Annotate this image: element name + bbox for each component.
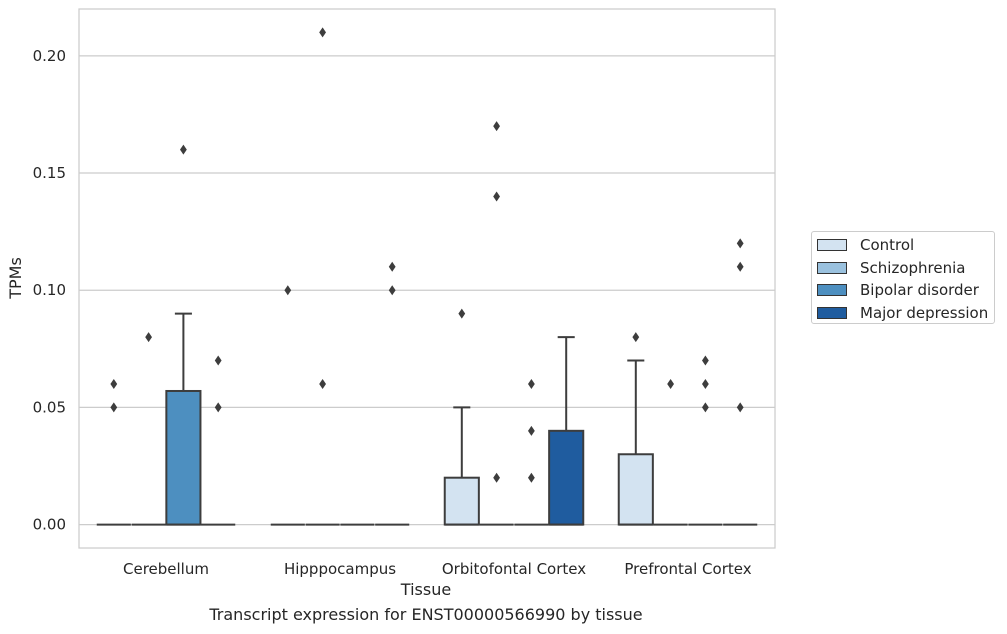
x-tick-label: Cerebellum <box>123 560 209 578</box>
outlier-point <box>528 378 535 389</box>
box-schizophrenia <box>305 27 340 526</box>
x-tick-label: Hipppocampus <box>284 560 396 578</box>
legend-swatch <box>817 306 847 319</box>
legend-swatch <box>817 261 847 274</box>
y-tick-label: 0.05 <box>33 398 66 416</box>
outlier-point <box>110 402 118 413</box>
box-major-depression <box>201 355 236 526</box>
box-bipolar-disorder <box>165 144 202 526</box>
box-body <box>617 453 654 526</box>
outlier-point <box>493 191 500 202</box>
legend-item: Major depression <box>817 302 988 324</box>
outlier-point <box>667 378 674 389</box>
outlier-point <box>528 425 535 436</box>
outlier-point <box>319 378 326 389</box>
outlier-point <box>632 332 640 343</box>
box-body <box>548 429 585 526</box>
outlier-point <box>702 355 709 366</box>
box-major-depression <box>548 336 585 526</box>
box-schizophrenia <box>653 378 688 526</box>
outlier-point <box>145 332 152 343</box>
x-axis-label: Tissue <box>400 580 451 599</box>
outlier-point <box>214 402 222 413</box>
x-axis-ticks: Cerebellum Hipppocampus Orbitofontal Corte… <box>123 560 752 578</box>
outlier-point <box>702 378 709 389</box>
y-tick-label: 0.15 <box>33 164 66 182</box>
outlier-point <box>284 285 292 296</box>
box-control <box>96 378 131 526</box>
outlier-point <box>388 261 396 272</box>
outlier-point <box>736 261 744 272</box>
box-major-depression <box>723 238 758 526</box>
y-axis-ticks: 0.00 0.05 0.10 0.15 0.20 <box>33 47 66 534</box>
outlier-point <box>180 144 187 155</box>
plot-area-frame <box>78 8 776 549</box>
outlier-point <box>736 238 744 249</box>
legend-label: Control <box>860 236 915 254</box>
box-body <box>443 476 480 526</box>
y-tick-label: 0.10 <box>33 281 66 299</box>
box-bipolar-disorder <box>688 355 723 526</box>
outlier-point <box>110 378 118 389</box>
legend-label: Major depression <box>860 303 989 322</box>
box-bipolar-disorder <box>514 378 549 526</box>
outlier-point <box>528 472 535 483</box>
outlier-point <box>493 121 500 132</box>
box-control <box>270 285 305 526</box>
outlier-point <box>458 308 466 319</box>
box-major-depression <box>375 261 410 526</box>
legend-swatch <box>817 239 847 251</box>
legend-item: Schizophrenia <box>817 257 965 279</box>
box-schizophrenia <box>479 121 514 526</box>
outlier-point <box>214 355 222 366</box>
box-control <box>443 308 480 526</box>
box-schizophrenia <box>131 332 166 526</box>
legend-label: Schizophrenia <box>860 258 966 277</box>
box-plots <box>96 27 758 526</box>
legend-item: Control <box>817 234 914 256</box>
chart-caption: Transcript expression for ENST0000056699… <box>209 605 643 624</box>
box-control <box>617 332 654 526</box>
outlier-point <box>319 27 326 38</box>
box-body <box>165 389 202 526</box>
outlier-point <box>388 285 396 296</box>
y-tick-label: 0.20 <box>33 47 66 65</box>
legend-item: Bipolar disorder <box>817 279 979 301</box>
legend: Control Schizophrenia Bipolar disorder Majo… <box>811 231 995 324</box>
legend-swatch <box>817 284 847 296</box>
x-tick-label: Prefrontal Cortex <box>624 560 751 578</box>
legend-label: Bipolar disorder <box>860 281 979 299</box>
y-axis-label: TPMs <box>6 257 25 300</box>
outlier-point <box>736 402 744 413</box>
x-tick-label: Orbitofontal Cortex <box>442 560 586 578</box>
outlier-point <box>493 472 500 483</box>
outlier-point <box>702 402 709 413</box>
y-tick-label: 0.00 <box>33 516 66 534</box>
